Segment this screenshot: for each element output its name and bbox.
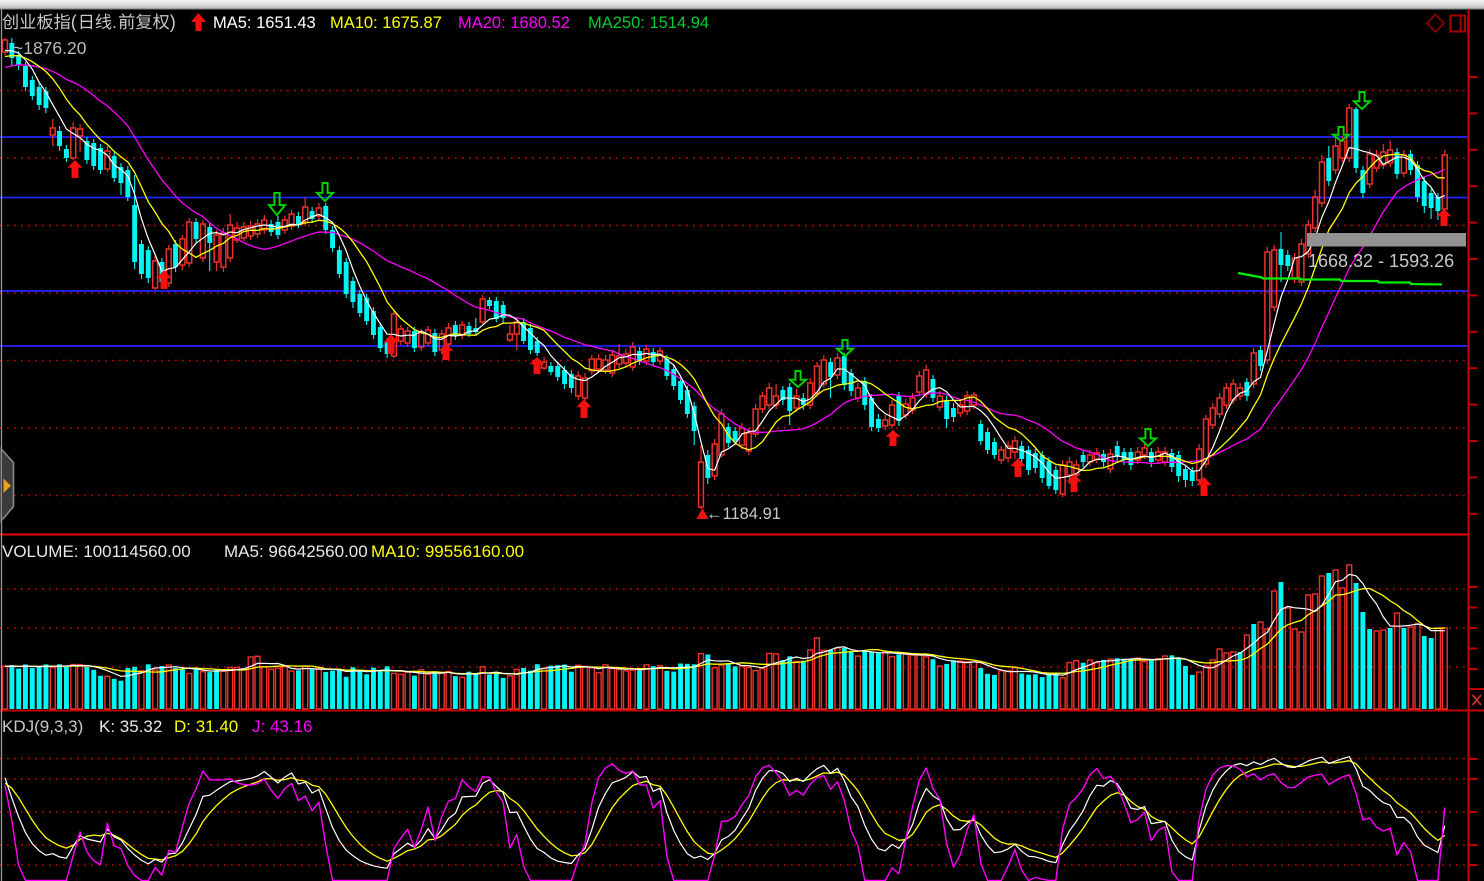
svg-text:MA5: 1651.43: MA5: 1651.43	[213, 14, 316, 32]
svg-text:KDJ(9,3,3): KDJ(9,3,3)	[2, 717, 83, 736]
svg-text:←1184.91: ←1184.91	[706, 505, 781, 523]
svg-text:(: (	[71, 12, 77, 32]
svg-text:MA10: 1675.87: MA10: 1675.87	[330, 14, 442, 32]
svg-text:.: .	[112, 12, 117, 32]
svg-text:J: 43.16: J: 43.16	[252, 717, 313, 736]
svg-text:MA10: 99556160.00: MA10: 99556160.00	[371, 542, 524, 561]
svg-text:K: 35.32: K: 35.32	[99, 717, 162, 736]
svg-text:MA5: 96642560.00: MA5: 96642560.00	[224, 542, 368, 561]
svg-text:~1876.20: ~1876.20	[13, 38, 87, 58]
svg-text:D: 31.40: D: 31.40	[174, 717, 238, 736]
svg-text:): )	[170, 12, 176, 32]
svg-text:MA20: 1680.52: MA20: 1680.52	[458, 14, 570, 32]
svg-text:1668.32 - 1593.26: 1668.32 - 1593.26	[1308, 251, 1454, 271]
svg-text:MA250: 1514.94: MA250: 1514.94	[588, 14, 709, 32]
svg-text:VOLUME: 100114560.00: VOLUME: 100114560.00	[2, 542, 191, 561]
